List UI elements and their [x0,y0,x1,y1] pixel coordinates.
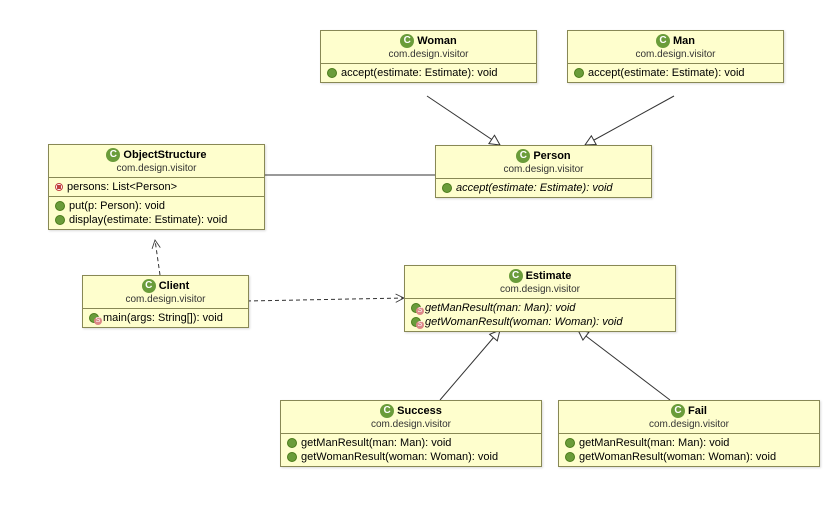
class-name-text: Person [533,150,570,162]
relation-dependency [155,240,160,275]
method: getWomanResult(woman: Woman): void [565,450,813,464]
class-icon: C [142,279,156,293]
class-namespace: com.design.visitor [59,163,254,174]
class-name-text: Fail [688,405,707,417]
class-namespace: com.design.visitor [446,164,641,175]
method-signature: getManResult(man: Man): void [301,437,451,449]
class-icon: C [516,149,530,163]
class-person: CPersoncom.design.visitoraccept(estimate… [435,145,652,198]
method: getManResult(man: Man): void [565,436,813,450]
class-name-text: Man [673,35,695,47]
method-signature: display(estimate: Estimate): void [69,214,227,226]
class-man: CMancom.design.visitoraccept(estimate: E… [567,30,784,83]
method-signature: getWomanResult(woman: Woman): void [425,316,622,328]
method: accept(estimate: Estimate): void [574,66,777,80]
class-name: CPerson [516,149,570,163]
class-name: CMan [656,34,695,48]
class-estimate: CEstimatecom.design.visitorgetManResult(… [404,265,676,332]
method: getWomanResult(woman: Woman): void [287,450,535,464]
class-namespace: com.design.visitor [415,284,665,295]
relation-generalization [578,330,670,400]
class-client: CClientcom.design.visitormain(args: Stri… [82,275,249,328]
class-fail: CFailcom.design.visitorgetManResult(man:… [558,400,820,467]
method-signature: getManResult(man: Man): void [579,437,729,449]
relation-generalization [427,96,500,145]
class-name: CEstimate [509,269,572,283]
class-icon: C [671,404,685,418]
class-name: CClient [142,279,190,293]
method-signature: getManResult(man: Man): void [425,302,575,314]
method: accept(estimate: Estimate): void [442,181,645,195]
class-name-text: Client [159,280,190,292]
method: accept(estimate: Estimate): void [327,66,530,80]
class-namespace: com.design.visitor [291,419,531,430]
method-signature: put(p: Person): void [69,200,165,212]
class-success: CSuccesscom.design.visitorgetManResult(m… [280,400,542,467]
class-namespace: com.design.visitor [331,49,526,60]
method-signature: getWomanResult(woman: Woman): void [301,451,498,463]
method: getManResult(man: Man): void [411,301,669,315]
class-icon: C [106,148,120,162]
class-namespace: com.design.visitor [569,419,809,430]
class-name-text: ObjectStructure [123,149,206,161]
class-icon: C [400,34,414,48]
class-woman: CWomancom.design.visitoraccept(estimate:… [320,30,537,83]
method-signature: getWomanResult(woman: Woman): void [579,451,776,463]
relation-generalization [585,96,674,145]
method: display(estimate: Estimate): void [55,213,258,227]
class-icon: C [380,404,394,418]
method-signature: main(args: String[]): void [103,312,223,324]
class-name-text: Success [397,405,442,417]
method: put(p: Person): void [55,199,258,213]
relation-dependency [247,298,404,301]
method-signature: accept(estimate: Estimate): void [588,67,745,79]
class-namespace: com.design.visitor [93,294,238,305]
field-signature: persons: List<Person> [67,181,177,193]
class-objectStructure: CObjectStructurecom.design.visitorperson… [48,144,265,230]
class-name-text: Woman [417,35,457,47]
method-signature: accept(estimate: Estimate): void [341,67,498,79]
class-name: CWoman [400,34,457,48]
method: getManResult(man: Man): void [287,436,535,450]
class-icon: C [509,269,523,283]
method-signature: accept(estimate: Estimate): void [456,182,613,194]
class-namespace: com.design.visitor [578,49,773,60]
class-name: CFail [671,404,707,418]
class-name-text: Estimate [526,270,572,282]
field: persons: List<Person> [55,180,258,194]
method: getWomanResult(woman: Woman): void [411,315,669,329]
method: main(args: String[]): void [89,311,242,325]
class-icon: C [656,34,670,48]
relation-generalization [440,330,500,400]
class-name: CObjectStructure [106,148,206,162]
class-name: CSuccess [380,404,442,418]
